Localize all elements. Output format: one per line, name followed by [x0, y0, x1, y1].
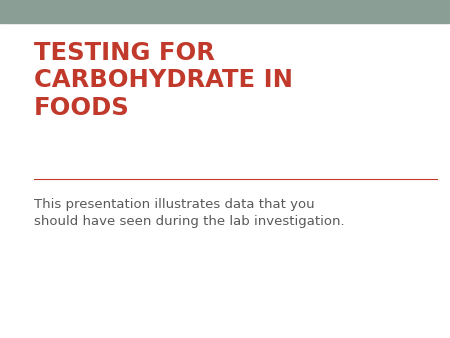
Text: This presentation illustrates data that you
should have seen during the lab inve: This presentation illustrates data that … — [34, 198, 344, 228]
Bar — [0, 0, 450, 23]
Text: TESTING FOR
CARBOHYDRATE IN
FOODS: TESTING FOR CARBOHYDRATE IN FOODS — [34, 41, 293, 120]
